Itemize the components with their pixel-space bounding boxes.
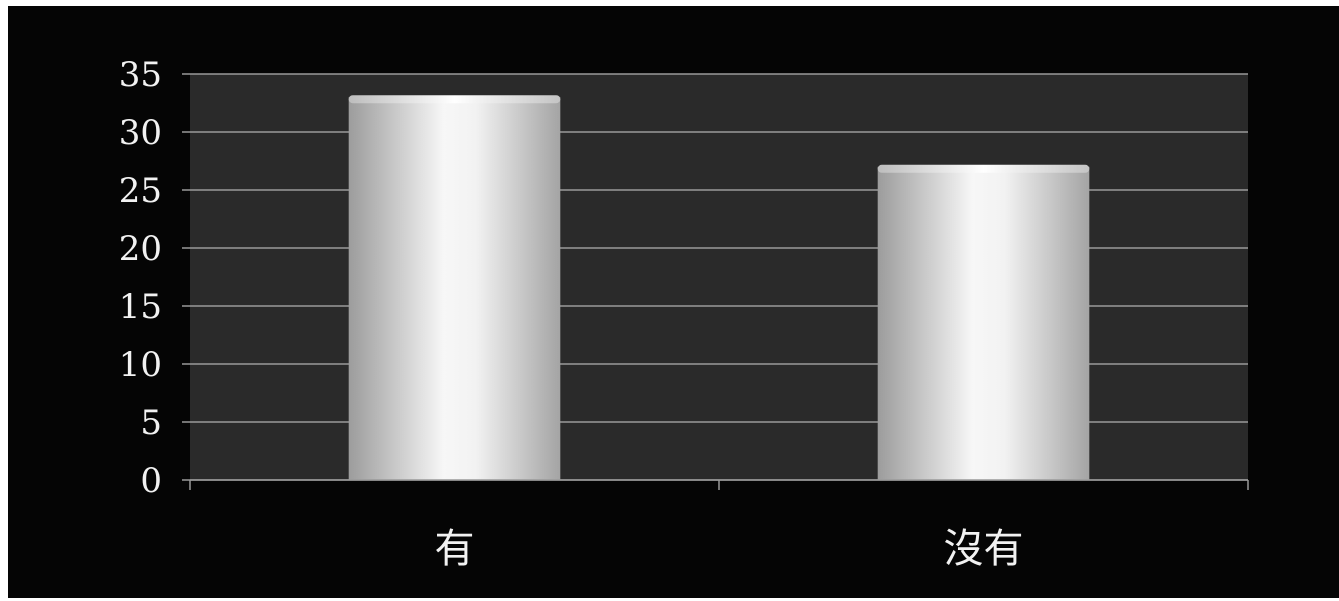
y-tick-label: 5 — [140, 403, 162, 443]
y-tick-label: 35 — [119, 55, 162, 95]
x-axis-labels: 有 沒有 — [435, 526, 1024, 572]
y-tick-label: 25 — [119, 171, 162, 211]
bar-1-top — [348, 95, 561, 104]
x-axis — [189, 479, 1249, 490]
x-category-label: 有 — [435, 526, 475, 572]
y-tick-label: 0 — [140, 461, 162, 501]
y-tick-label: 20 — [119, 229, 162, 269]
y-tick-label: 10 — [119, 345, 162, 385]
y-tick-label: 15 — [119, 287, 162, 327]
x-category-label: 沒有 — [944, 526, 1024, 572]
bar-2 — [877, 166, 1090, 481]
y-axis-ticks: 0 5 10 15 20 25 30 35 — [119, 55, 162, 501]
y-tick-label: 30 — [119, 113, 162, 153]
bar-1 — [348, 97, 561, 480]
bars — [348, 95, 1090, 481]
bar-2-top — [877, 164, 1090, 173]
